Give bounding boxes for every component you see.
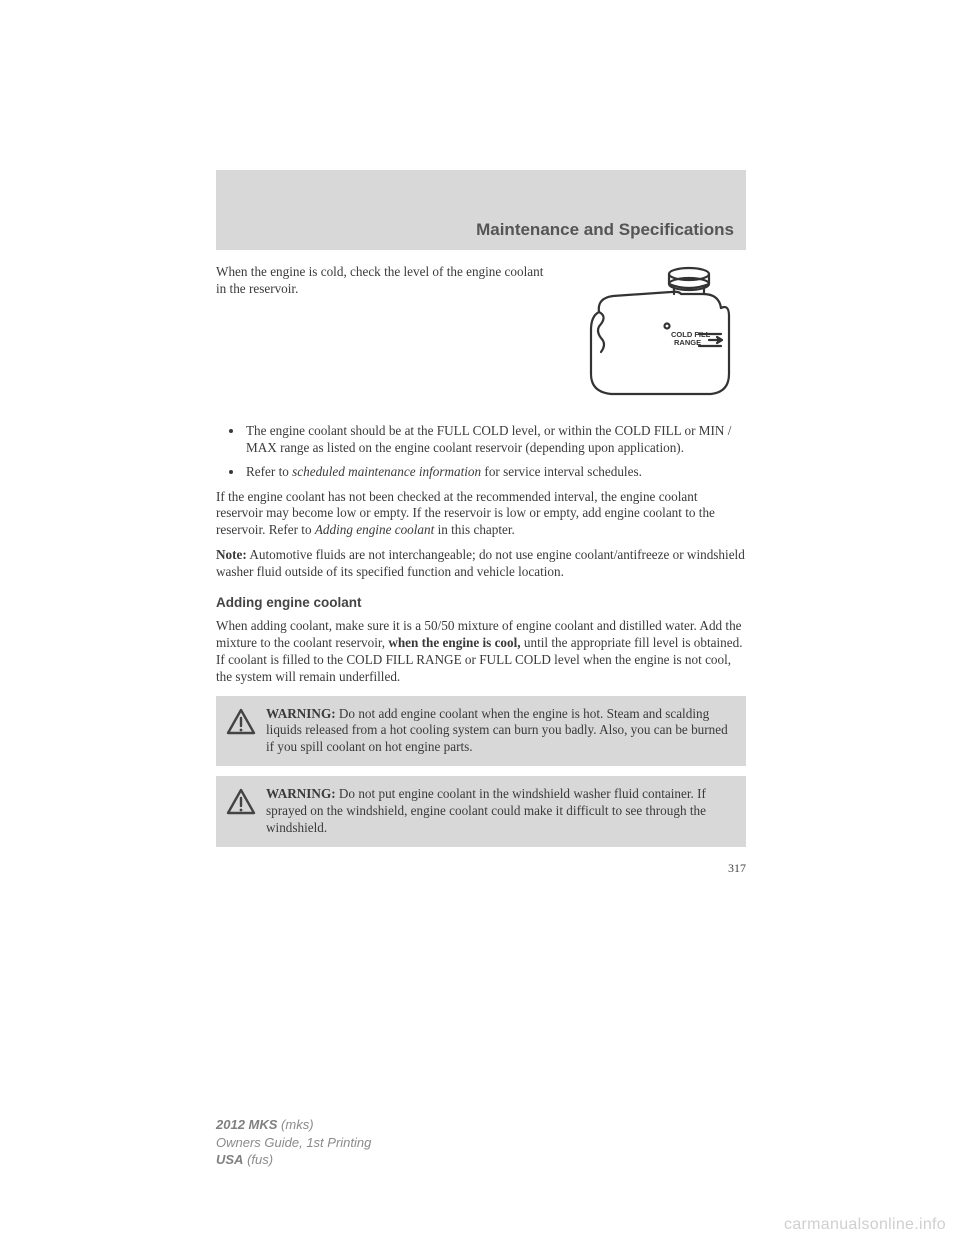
note-text: Automotive fluids are not interchangeabl… [216,547,745,579]
paragraph: If the engine coolant has not been check… [216,489,746,540]
page-content: Maintenance and Specifications When the … [216,170,746,876]
bullet-text-italic: scheduled maintenance information [292,464,481,479]
bullet-list: The engine coolant should be at the FULL… [216,423,746,481]
warning-triangle-icon [226,788,256,816]
page-number: 317 [216,861,746,876]
section-title: Maintenance and Specifications [476,220,734,240]
footer-line-1: 2012 MKS (mks) [216,1116,371,1134]
para-italic: Adding engine coolant [315,522,434,537]
footer-line-3: USA (fus) [216,1151,371,1169]
intro-text: When the engine is cold, check the level… [216,264,553,409]
footer-line-2: Owners Guide, 1st Printing [216,1134,371,1152]
footer-model-rest: (mks) [277,1117,313,1132]
warning-box: WARNING: Do not add engine coolant when … [216,696,746,767]
note-paragraph: Note: Automotive fluids are not intercha… [216,547,746,581]
warning-box: WARNING: Do not put engine coolant in th… [216,776,746,847]
warning-text: WARNING: Do not put engine coolant in th… [266,786,734,837]
list-item: The engine coolant should be at the FULL… [244,423,746,456]
footer-usa-bold: USA [216,1152,243,1167]
warning-body: Do not add engine coolant when the engin… [266,706,728,755]
section-header-band: Maintenance and Specifications [216,170,746,250]
coolant-reservoir-illustration: COLD FILL RANGE [571,264,746,409]
subheading: Adding engine coolant [216,595,746,610]
watermark-text: carmanualsonline.info [784,1216,946,1234]
para-post: in this chapter. [434,522,515,537]
intro-row: When the engine is cold, check the level… [216,264,746,409]
warning-text: WARNING: Do not add engine coolant when … [266,706,734,757]
reservoir-label-line2: RANGE [674,338,701,347]
footer-model-bold: 2012 MKS [216,1117,277,1132]
bullet-text: The engine coolant should be at the FULL… [246,423,731,455]
footer-block: 2012 MKS (mks) Owners Guide, 1st Printin… [216,1116,371,1169]
bullet-text-pre: Refer to [246,464,292,479]
warning-triangle-icon [226,708,256,736]
footer-usa-rest: (fus) [243,1152,273,1167]
note-label: Note: [216,547,247,562]
bullet-text-post: for service interval schedules. [481,464,642,479]
list-item: Refer to scheduled maintenance informati… [244,464,746,481]
warning-label: WARNING: [266,706,336,721]
paragraph: When adding coolant, make sure it is a 5… [216,618,746,686]
para2-bold: when the engine is cool, [388,635,520,650]
warning-label: WARNING: [266,786,336,801]
